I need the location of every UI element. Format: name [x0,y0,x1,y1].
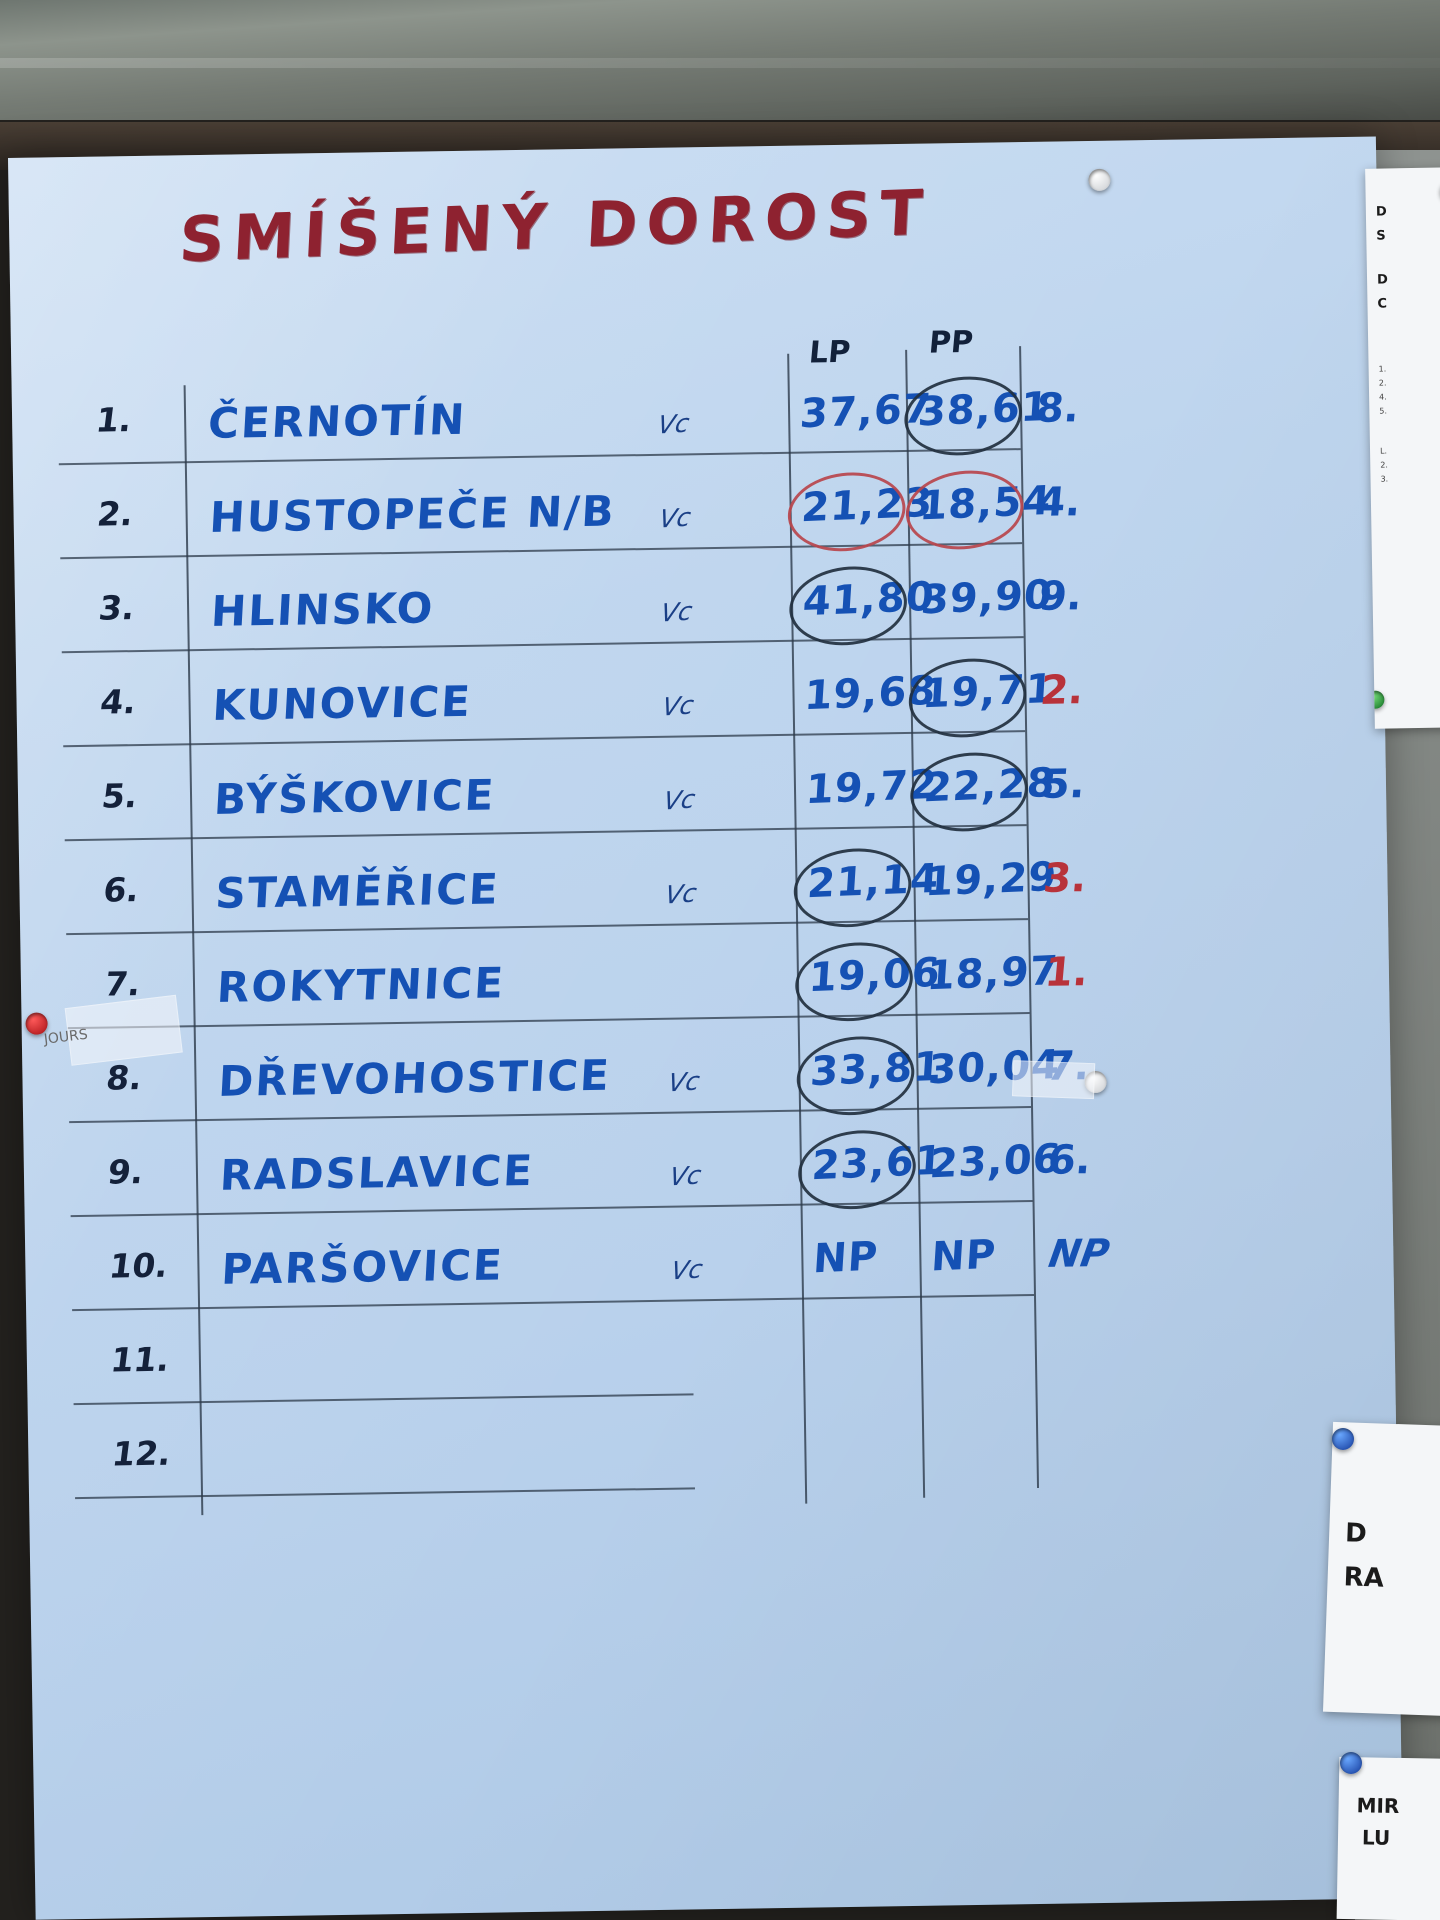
lp-value: NP [811,1233,880,1283]
team-name: RADSLAVICE [218,1145,536,1200]
row-index: 11. [108,1339,172,1380]
team-name: HLINSKO [209,583,436,636]
lp-value: 19,72 [804,761,940,814]
lp-value: 21,23 [799,479,935,532]
row-index: 4. [98,682,139,722]
pp-value: 22,28 [922,759,1058,812]
row-index: 8. [104,1057,145,1098]
vc-mark: Vc [658,596,695,628]
team-name: DŘEVOHOSTICE [217,1050,613,1106]
pp-value: 18,97 [925,947,1061,1000]
lp-value: 19,06 [807,949,943,1002]
row-index: 6. [101,869,142,910]
row-index: 12. [109,1433,174,1474]
lp-value: 21,14 [805,855,941,908]
rule-horizontal [58,448,1021,466]
team-name: ROKYTNICE [215,958,507,1012]
rule-horizontal [66,918,1029,936]
team-name: PARŠOVICE [220,1240,506,1294]
row-index: 5. [99,776,140,816]
vc-mark: Vc [669,1254,705,1286]
lp-value: 41,80 [801,573,937,626]
rank-value: 4. [1035,479,1083,526]
pp-value: 19,29 [923,853,1059,906]
lp-value: 33,81 [808,1043,944,1096]
column-header-pp: PP [927,324,975,361]
vc-mark: Vc [667,1160,704,1192]
team-name: HUSTOPEČE N/B [208,486,617,542]
team-name: ČERNOTÍN [206,394,468,448]
rule-horizontal [70,1200,1033,1218]
row-index: 9. [105,1151,146,1192]
row-index: 1. [93,400,135,440]
vc-mark: Vc [660,690,696,722]
row-index: 10. [106,1245,171,1286]
row-index: 7. [102,963,143,1004]
results-table: LP PP 1. ČERNOTÍN Vc 37,67 38,61 8. 2. HUSTOPEČ… [57,325,1113,1519]
side-paper-middle-right: D RA [1322,1421,1440,1717]
vc-mark: Vc [657,502,693,534]
lp-value: 19,68 [802,667,938,720]
pp-value: 38,61 [916,383,1052,436]
lp-value: 37,67 [798,385,934,438]
team-name: BÝŠKOVICE [212,770,497,824]
rank-value: 9. [1036,573,1085,620]
row-index: 3. [96,588,138,628]
team-name: STAMĚŘICE [214,864,501,918]
side-paper-bottom-right: MIR LU [1336,1756,1440,1920]
rank-value: NP [1045,1230,1113,1276]
vc-mark: Vc [661,784,698,816]
pin-blue-upper [1332,1428,1354,1450]
rank-value: 6. [1045,1137,1093,1184]
pp-value: 18,54 [917,477,1053,530]
rule-horizontal [75,1487,695,1500]
vc-mark: Vc [666,1066,702,1098]
table-body: 1. ČERNOTÍN Vc 37,67 38,61 8. 2. HUSTOPEČE N/B V… [57,364,1113,1500]
rule-horizontal [61,636,1024,654]
rank-value: 5. [1039,761,1088,808]
pp-value: 39,90 [919,571,1055,624]
vc-mark: Vc [663,878,699,910]
rule-horizontal [69,1106,1032,1124]
results-board: SMÍŠENÝ DOROST LP PP 1. ČERNOTÍN Vc 37,67 38… [8,136,1404,1920]
rank-value: 8. [1034,385,1082,432]
rule-horizontal [73,1393,694,1406]
row-index: 2. [95,494,136,534]
pp-value: NP [929,1231,998,1281]
vc-mark: Vc [656,408,692,440]
rank-value: 1. [1042,949,1091,996]
tape-right [1011,1060,1096,1100]
rule-horizontal [67,1012,1030,1030]
pp-value: 19,71 [920,665,1056,718]
rank-value: 2. [1038,667,1086,714]
rule-horizontal [64,824,1027,842]
column-header-lp: LP [807,334,852,371]
page-title: SMÍŠENÝ DOROST [177,175,934,277]
team-name: KUNOVICE [211,676,474,730]
side-paper-top-right: D S D C 1. 2. 4. 5. L. 2. 3. [1365,167,1440,729]
rule-horizontal [63,730,1026,748]
rule-horizontal [60,542,1023,560]
pin-blue-lower [1340,1752,1362,1774]
pp-value: 23,06 [928,1135,1063,1188]
rank-value: 3. [1041,855,1089,902]
lp-value: 23,61 [810,1137,946,1190]
rule-horizontal [72,1294,1035,1312]
pin-white-topright [1088,168,1111,192]
